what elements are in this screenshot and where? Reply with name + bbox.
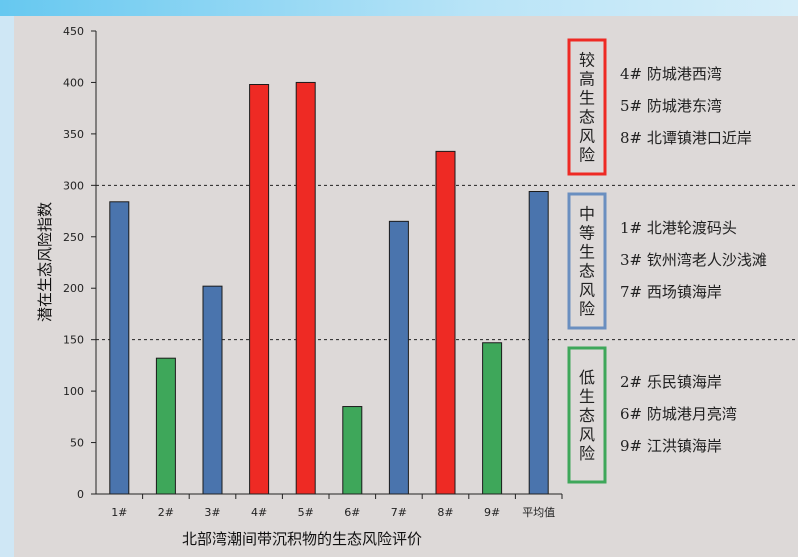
x-tick-label-2: 2# [158,506,174,519]
bar-9 [482,342,503,495]
bar-10 [528,191,549,495]
x-tick-label-6: 6# [344,506,360,519]
y-tick-label-350: 350 [63,128,84,141]
axes: 0 50 100 150 200 250 300 350 400 450 1# 2# 3# 4# 5# 6# 7… [63,25,563,519]
y-tick-label-150: 150 [63,334,84,347]
x-tick-label-8: 8# [437,506,453,519]
legend-box-high [567,38,607,176]
legend-site-high-2: 5# 防城港东湾 [620,97,722,115]
y-tick-label-300: 300 [63,179,84,192]
legend-box-medium [567,192,607,330]
bar-2 [155,357,176,495]
legend-box-low [567,346,607,484]
x-tick-label-10: 平均值 [522,506,555,519]
x-axis-title: 北部湾潮间带沉积物的生态风险评价 [182,530,422,548]
bar-6 [342,406,363,495]
bars [109,81,549,495]
x-tick-label-4: 4# [251,506,267,519]
legend-site-low-1: 2# 乐民镇海岸 [620,373,722,391]
bar-8 [435,150,456,495]
x-tick-label-9: 9# [484,506,500,519]
y-tick-label-450: 450 [63,25,84,38]
y-tick-label-50: 50 [70,437,84,450]
legend-site-high-1: 4# 防城港西湾 [620,65,722,83]
top-band [0,0,798,16]
legend-site-medium-3: 7# 西场镇海岸 [620,283,722,301]
bar-5 [295,81,316,495]
y-axis-title: 潜在生态风险指数 [36,202,54,322]
x-tick-label-7: 7# [391,506,407,519]
legend-site-medium-2: 3# 钦州湾老人沙浅滩 [620,251,767,269]
x-tick-label-3: 3# [204,506,220,519]
x-tick-label-5: 5# [298,506,314,519]
bar-3 [202,285,223,495]
bar-1 [109,201,130,495]
y-tick-label-200: 200 [63,282,84,295]
y-tick-label-400: 400 [63,76,84,89]
legend-site-high-3: 8# 北谭镇港口近岸 [620,129,752,147]
bar-7 [388,220,409,495]
y-tick-label-100: 100 [63,385,84,398]
legend-site-low-2: 6# 防城港月亮湾 [620,405,737,423]
y-tick-label-250: 250 [63,231,84,244]
x-tick-label-1: 1# [111,506,127,519]
legend-label-low: 低生态风险 [579,368,595,463]
y-tick-label-0: 0 [77,488,84,501]
legend-site-low-3: 9# 江洪镇海岸 [620,437,722,455]
bar-4 [249,84,270,495]
legend-label-high: 较高生态风险 [579,51,595,165]
legend-label-medium: 中等生态风险 [579,205,595,319]
legend-site-medium-1: 1# 北港轮渡码头 [620,219,737,237]
